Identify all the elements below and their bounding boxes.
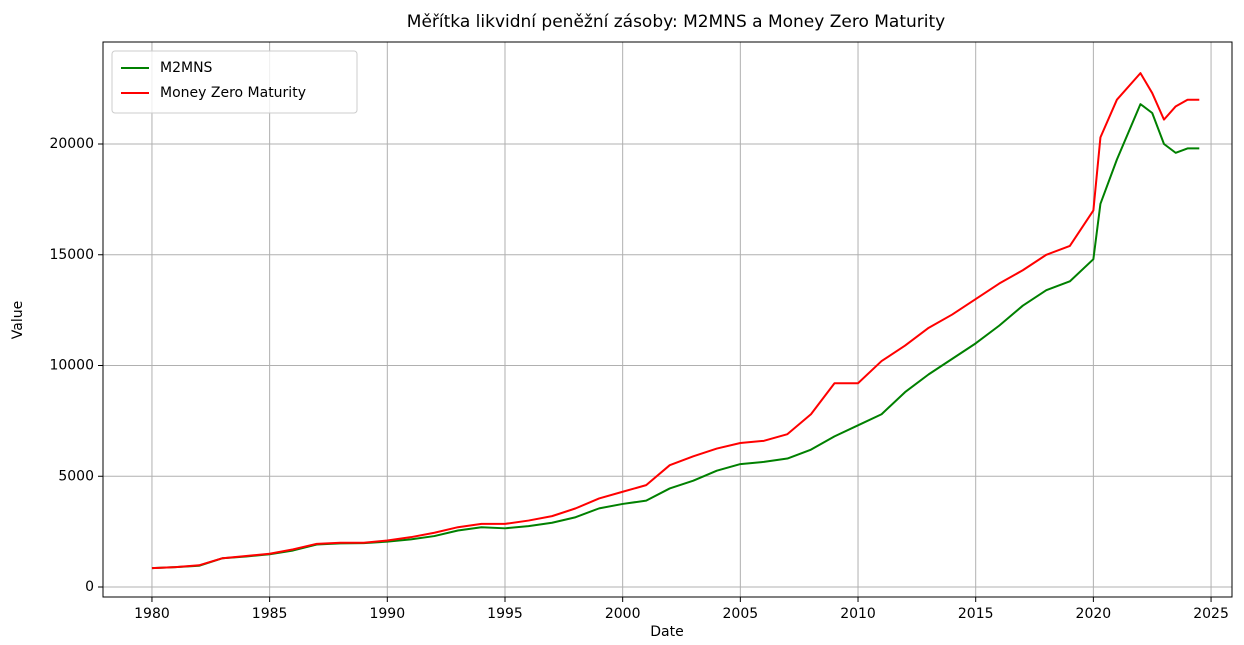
legend-label: Money Zero Maturity	[160, 85, 306, 101]
legend-box	[111, 50, 358, 114]
series-line	[151, 72, 1200, 570]
series-line	[151, 103, 1200, 570]
y-tick-label: 20000	[49, 136, 94, 152]
y-tick-label: 5000	[58, 468, 94, 484]
x-tick-label: 2025	[1193, 606, 1229, 622]
x-tick-label: 2020	[1076, 606, 1112, 622]
x-tick-label: 1995	[487, 606, 523, 622]
y-tick-label: 0	[85, 579, 94, 595]
plot-frame	[102, 41, 1233, 598]
chart-title: Měřítka likvidní peněžní zásoby: M2MNS a…	[407, 12, 945, 32]
y-tick-label: 10000	[49, 358, 94, 374]
x-tick-label: 1990	[369, 606, 405, 622]
y-axis-label: Value	[10, 301, 26, 339]
x-axis-label: Date	[650, 624, 683, 640]
x-tick-label: 2015	[958, 606, 994, 622]
x-tick-label: 2000	[605, 606, 641, 622]
x-tick-label: 2010	[840, 606, 876, 622]
x-tick-label: 2005	[723, 606, 759, 622]
legend: M2MNS Money Zero Maturity	[111, 50, 358, 114]
legend-label: M2MNS	[160, 60, 213, 76]
x-tick-label: 1980	[134, 606, 170, 622]
y-tick-label: 15000	[49, 247, 94, 263]
x-tick-label: 1985	[252, 606, 288, 622]
